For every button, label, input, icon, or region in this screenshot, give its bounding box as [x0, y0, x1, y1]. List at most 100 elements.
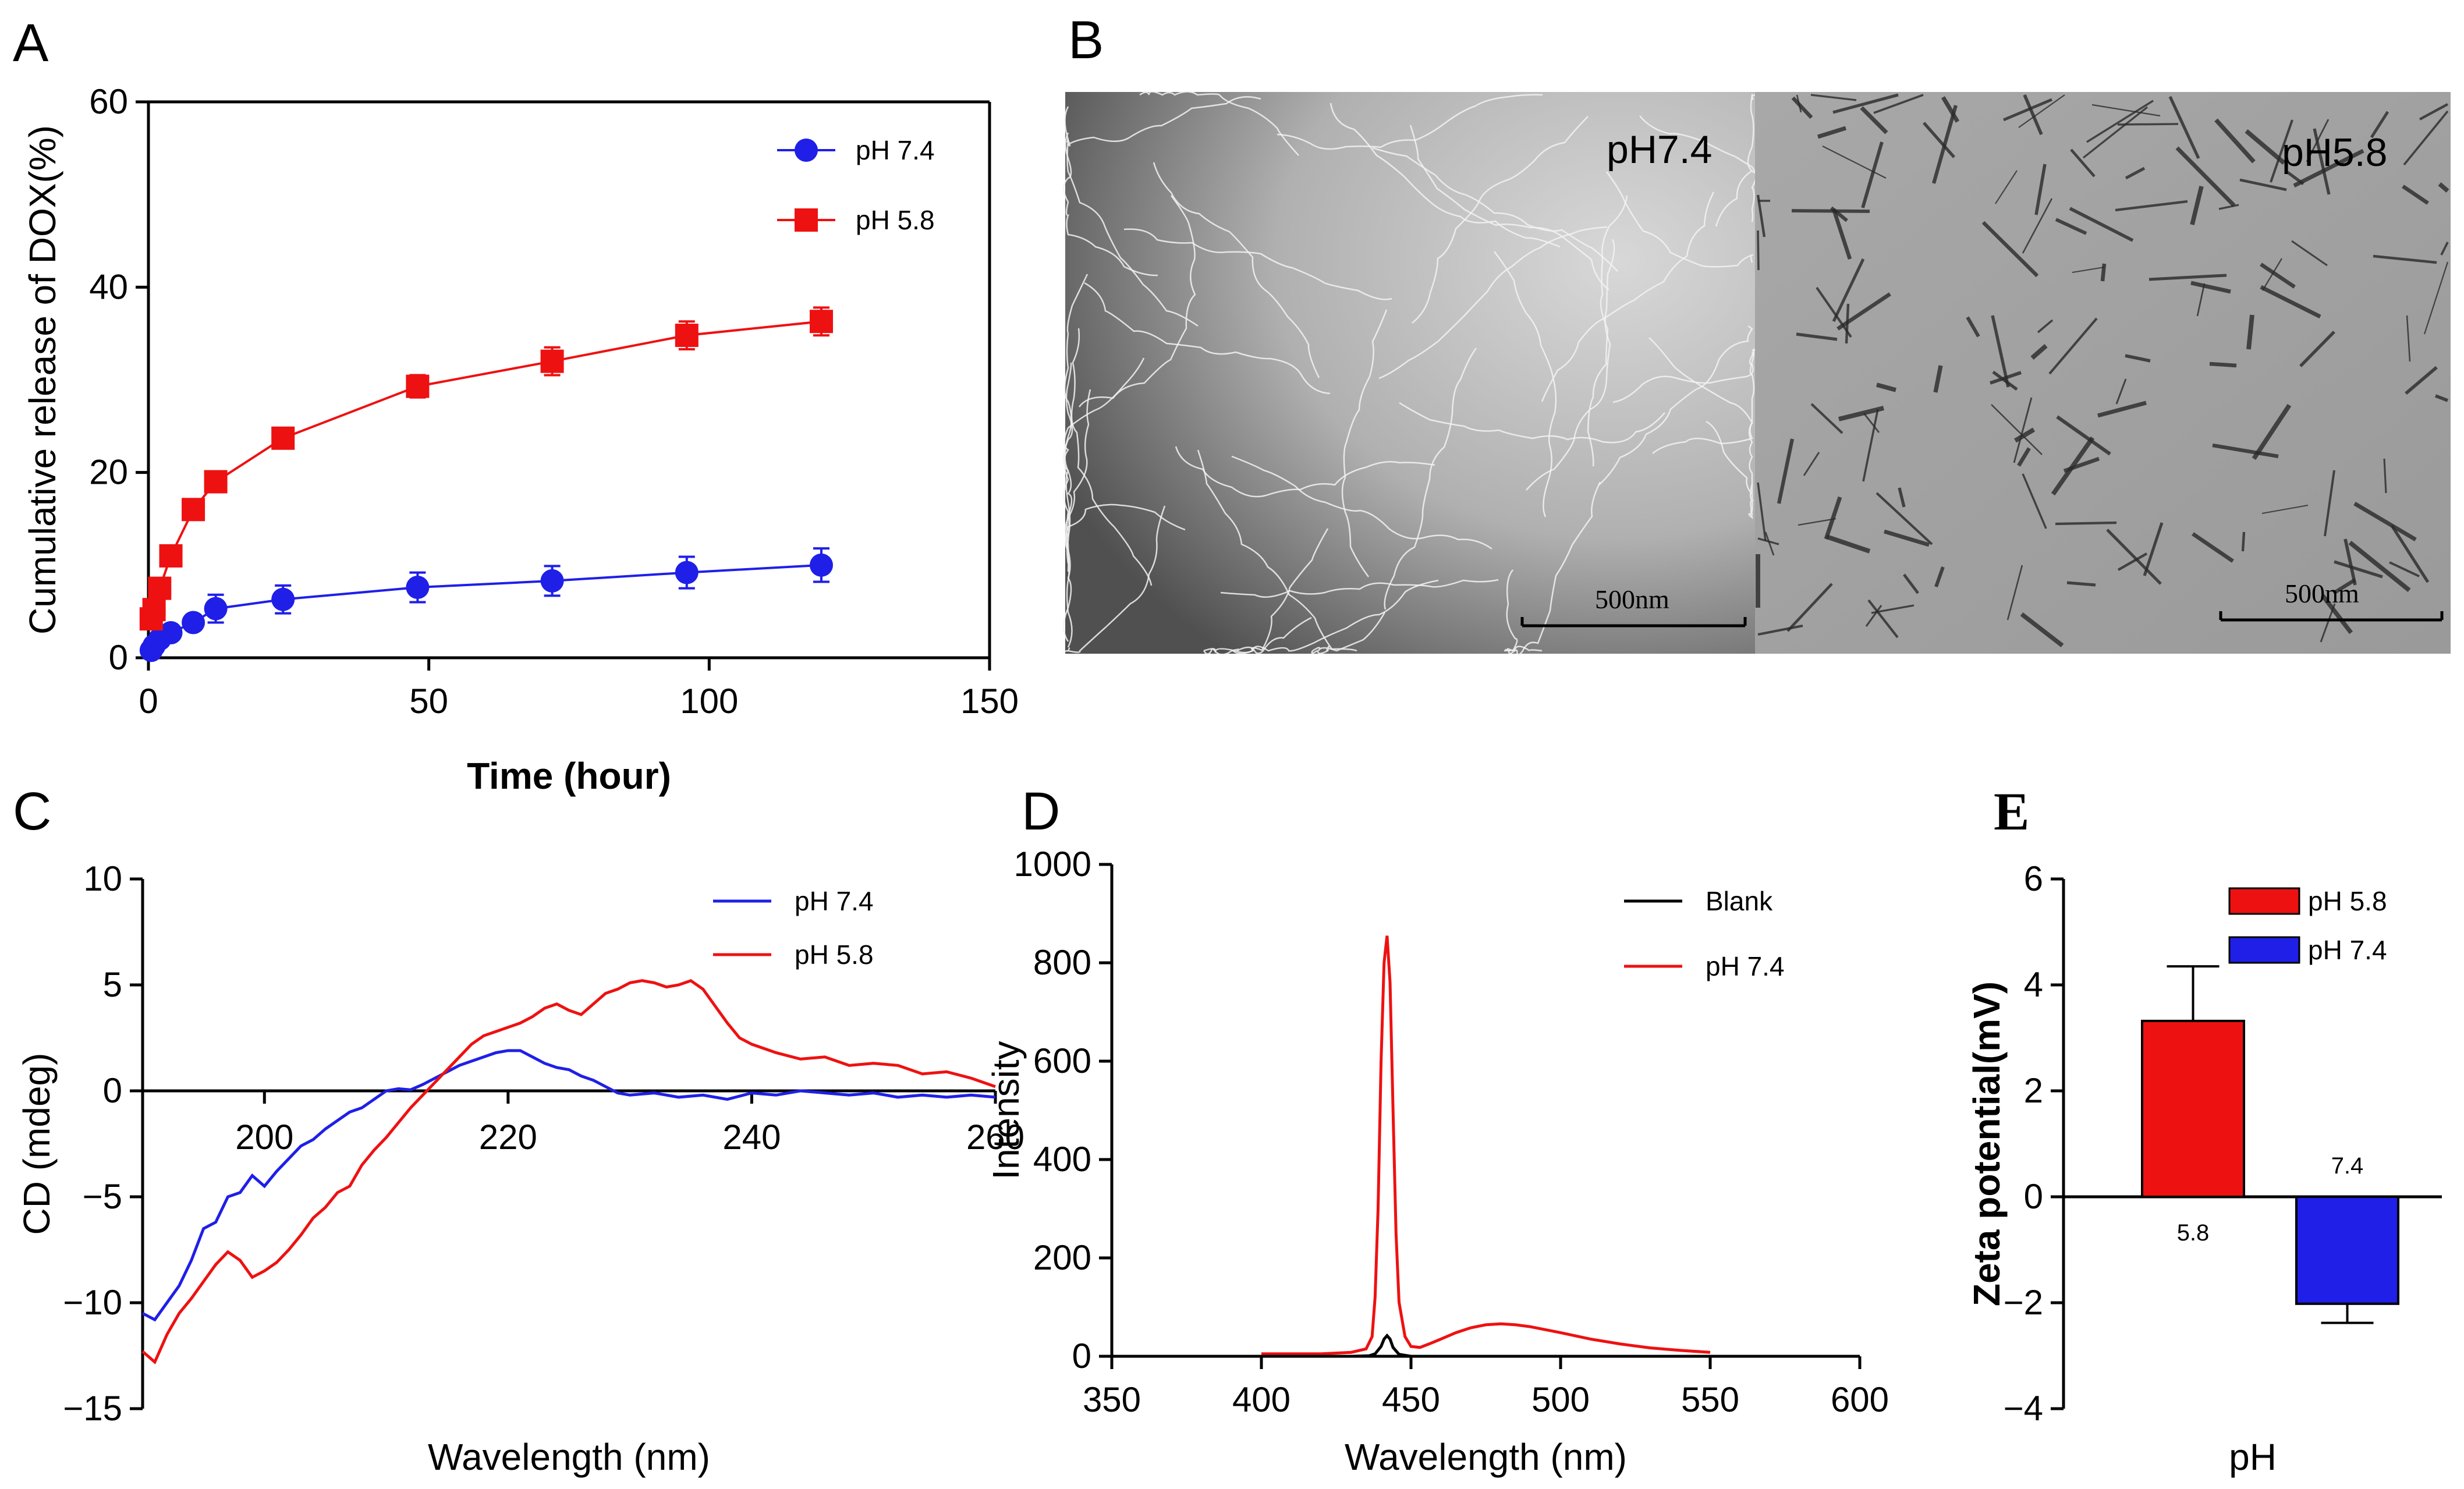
y-tick-label: 400 [1033, 1140, 1091, 1179]
tem-fiber [1412, 116, 1589, 324]
panel-e-bars: 5.8 7.4 [2141, 965, 2399, 1324]
tem-network-strand [2383, 458, 2387, 494]
y-axis-title: Intensity [985, 1041, 1027, 1179]
tem-network-strand [2245, 129, 2286, 165]
tem-network-strand [2239, 178, 2287, 192]
y-tick-label: 10 [83, 859, 122, 898]
legend-label: pH 5.8 [856, 205, 935, 235]
y-tick-label: 1000 [1014, 845, 1091, 884]
panel-d-legend: Blank pH 7.4 [1624, 886, 1785, 981]
tem-network-strand [1816, 286, 1852, 338]
legend-label: pH 5.8 [795, 940, 874, 970]
panel-letter-d: D [1022, 782, 1060, 841]
x-tick-label: 220 [479, 1118, 537, 1157]
tem-network-strand [1933, 365, 1943, 393]
tem-fiber [1639, 115, 1757, 222]
data-point [204, 597, 228, 621]
legend-label: pH 7.4 [1706, 951, 1785, 981]
tem-ph58-network [1756, 93, 2449, 648]
panel-letter-e: E [1994, 782, 2029, 841]
data-point [271, 426, 295, 450]
tem-fiber [1372, 147, 1618, 272]
tem-network-strand [1803, 452, 1820, 476]
legend-label: pH 7.4 [795, 886, 874, 916]
tem-network-strand [2293, 148, 2364, 188]
x-tick-label: 400 [1232, 1380, 1291, 1419]
x-tick-label: 50 [409, 682, 448, 721]
x-tick-label: 100 [680, 682, 738, 721]
tem-network-strand [2260, 285, 2321, 319]
tem-network-strand [1825, 534, 1871, 554]
tem-network-strand [1860, 106, 1888, 134]
tem-network-strand [2209, 361, 2237, 368]
data-point [271, 587, 295, 611]
y-tick-label: −2 [2004, 1283, 2043, 1322]
tem-network-strand [1861, 141, 1884, 208]
y-tick-label: 4 [2024, 965, 2043, 1004]
tem-fiber [1203, 528, 1329, 654]
panel-c-cd-chart: −15 −10 −5 0 5 10 200 220 240 260 Wavelength (nm) C… [16, 859, 1024, 1478]
tem-network-strand [1822, 146, 1887, 179]
panel-e-axes: −4 −2 0 2 4 6 pH Zeta potential(mV) [1966, 859, 2442, 1478]
data-point [810, 310, 833, 334]
tem-network-strand [2402, 185, 2429, 205]
tem-network-strand [1876, 492, 1933, 545]
data-point [159, 544, 183, 568]
tem-fiber [1070, 328, 1153, 586]
tem-network-strand [1798, 517, 1837, 526]
tem-network-strand [1884, 529, 1930, 547]
tem-fiber [1277, 94, 1543, 150]
x-axis-title: Wavelength (nm) [428, 1436, 710, 1478]
tem-image-ph58 [1755, 92, 2451, 654]
tem-network-strand [2370, 111, 2389, 139]
tem-fiber [1605, 171, 1754, 268]
tem-network-strand [2403, 110, 2449, 166]
data-point [142, 598, 166, 622]
tem-network-strand [2313, 128, 2331, 195]
y-tick-label: 600 [1033, 1041, 1091, 1080]
tem-network-strand [1757, 624, 1803, 636]
tem-network-strand [2270, 119, 2293, 183]
data-point [182, 611, 205, 634]
tem-network-strand [2252, 403, 2292, 460]
tem-fiber [1311, 612, 1386, 654]
tem-network-strand [2389, 561, 2420, 577]
y-tick-label: 2 [2024, 1071, 2043, 1110]
tem-network-strand [1832, 93, 1899, 114]
tem-network-strand [2435, 394, 2448, 402]
panel-a-axes: 0 20 40 60 0 50 100 150 Time (hour) Cumulative re… [22, 82, 1019, 797]
tem-fiber [1652, 352, 1755, 454]
tem-network-strand [1873, 94, 1924, 114]
tem-network-strand [2022, 198, 2053, 254]
tem-network-strand [1786, 583, 1833, 632]
panel-e-zeta-chart: −4 −2 0 2 4 6 pH Zeta potential(mV) 5.8 7.4 pH 5… [1966, 859, 2442, 1478]
tem-fiber [1409, 125, 1609, 290]
tem-fiber [1203, 616, 1312, 655]
x-tick-label: 550 [1681, 1380, 1739, 1419]
series-line [141, 1049, 996, 1322]
tem-fiber [1706, 420, 1755, 519]
tem-network-strand [2241, 531, 2246, 552]
tem-network-strand [2348, 540, 2411, 593]
tem-label-ph74: pH7.4 [1607, 127, 1712, 172]
tem-network-strand [2034, 164, 2047, 215]
tem-fiber [1063, 362, 1073, 564]
tem-network-strand [1777, 438, 1795, 504]
series-line [1261, 1333, 1710, 1358]
panel-a-release-chart: 0 20 40 60 0 50 100 150 Time (hour) Cumulative re… [22, 82, 1019, 797]
tem-network-strand [2212, 443, 2279, 459]
y-axis-title: CD (mdeg) [16, 1053, 58, 1235]
category-label: 7.4 [2331, 1153, 2364, 1179]
tem-network-strand [2097, 400, 2147, 418]
tem-fiber [1231, 455, 1492, 550]
tem-fiber [1078, 195, 1196, 407]
tem-network-strand [2072, 267, 2105, 273]
tem-network-strand [2196, 283, 2206, 317]
tem-network-strand [2192, 532, 2234, 563]
tem-network-strand [2406, 315, 2411, 362]
series-line [141, 979, 996, 1365]
panel-c-axes: −15 −10 −5 0 5 10 200 220 240 260 Wavelength (nm) C… [16, 859, 1024, 1478]
x-tick-label: 200 [235, 1118, 293, 1157]
tem-network-strand [2117, 552, 2148, 571]
